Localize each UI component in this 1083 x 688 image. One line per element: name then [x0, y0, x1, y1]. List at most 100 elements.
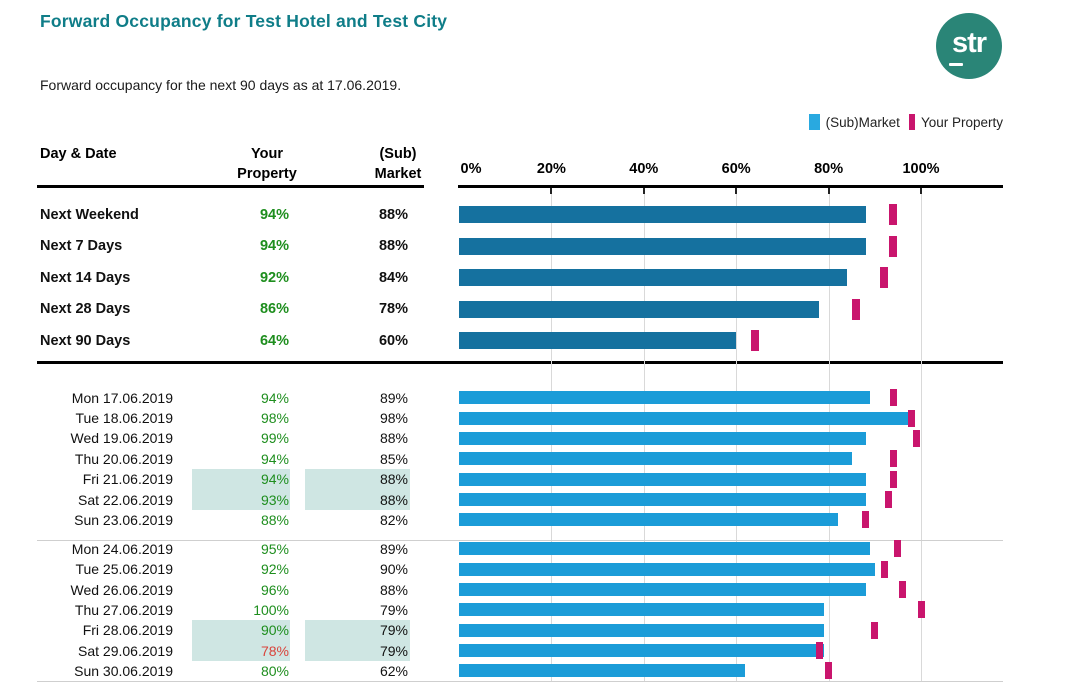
your-property-marker: [825, 662, 833, 680]
column-header-sub: (Sub): [379, 146, 417, 162]
submarket-value: 88%: [379, 471, 408, 488]
submarket-bar: [459, 472, 866, 486]
report-subtitle: Forward occupancy for the next 90 days a…: [40, 77, 402, 93]
row-day-date-label: Sun 23.06.2019: [74, 511, 173, 528]
legend-item-submarket: (Sub)Market: [808, 114, 900, 130]
row-day-date-label: Tue 18.06.2019: [75, 410, 173, 427]
submarket-bar: [459, 664, 746, 678]
axis-tick-mark: [642, 188, 645, 194]
submarket-value: 88%: [378, 206, 408, 223]
axis-tick-mark: [550, 188, 553, 194]
your-property-value: 64%: [259, 332, 289, 349]
row-day-date-label: Wed 19.06.2019: [70, 430, 174, 447]
your-property-marker: [862, 511, 870, 529]
submarket-bar: [459, 431, 866, 445]
your-property-marker: [912, 429, 920, 447]
submarket-bar: [459, 513, 838, 527]
your-property-swatch-icon: [908, 114, 915, 130]
axis-tick-mark: [735, 188, 738, 194]
row-day-date-label: Mon 24.06.2019: [71, 540, 173, 557]
page-title: Forward Occupancy for Test Hotel and Tes…: [40, 11, 448, 31]
your-property-marker: [889, 389, 897, 407]
week-divider-line: [37, 681, 1003, 682]
your-property-value: 78%: [260, 642, 289, 659]
weekend-highlight: [192, 489, 290, 510]
your-property-marker: [917, 601, 925, 619]
axis-tick-label: 20%: [536, 161, 566, 177]
your-property-value: 94%: [259, 206, 289, 223]
str-logo-underline: [949, 63, 963, 66]
your-property-marker: [889, 470, 897, 488]
weekend-highlight: [305, 620, 410, 641]
your-property-value: 93%: [260, 491, 289, 508]
your-property-value: 94%: [260, 389, 289, 406]
your-property-value: 90%: [260, 622, 289, 639]
submarket-value: 62%: [379, 662, 408, 679]
week-divider-line: [37, 540, 1003, 541]
str-logo: str: [936, 13, 1002, 79]
axis-tick-mark: [827, 188, 830, 194]
submarket-bar: [459, 206, 866, 224]
submarket-bar: [459, 411, 912, 425]
submarket-bar: [459, 623, 824, 637]
weekend-highlight: [192, 640, 290, 661]
submarket-value: 89%: [379, 389, 408, 406]
submarket-bar: [459, 562, 875, 576]
str-logo-text: str: [951, 27, 987, 59]
your-property-value: 94%: [259, 238, 289, 255]
your-property-value: 92%: [260, 561, 289, 578]
row-day-date-label: Sun 30.06.2019: [74, 662, 173, 679]
your-property-marker: [885, 491, 893, 509]
summary-section-rule: [37, 361, 1003, 364]
submarket-value: 90%: [379, 561, 408, 578]
weekend-highlight: [192, 469, 290, 490]
row-day-date-label: Next 28 Days: [40, 301, 131, 318]
weekend-highlight: [305, 469, 410, 490]
submarket-swatch-icon: [808, 114, 820, 130]
submarket-value: 89%: [379, 540, 408, 557]
submarket-value: 85%: [379, 450, 408, 467]
submarket-value: 79%: [379, 642, 408, 659]
submarket-value: 88%: [378, 238, 408, 255]
row-day-date-label: Next Weekend: [40, 206, 139, 223]
row-day-date-label: Fri 21.06.2019: [82, 471, 173, 488]
your-property-marker: [880, 560, 888, 578]
row-day-date-label: Next 90 Days: [40, 332, 131, 349]
legend-your-property-label: Your Property: [920, 114, 1003, 130]
submarket-bar: [459, 583, 866, 597]
submarket-value: 79%: [379, 601, 408, 618]
chart-gridline: [921, 188, 922, 681]
your-property-marker: [852, 298, 861, 320]
submarket-value: 88%: [379, 491, 408, 508]
your-property-marker: [889, 204, 898, 226]
row-day-date-label: Next 7 Days: [40, 238, 123, 255]
weekend-highlight: [192, 620, 290, 641]
axis-tick-mark: [920, 188, 922, 194]
axis-tick-label: 40%: [629, 161, 659, 177]
submarket-bar: [459, 542, 871, 556]
your-property-value: 94%: [260, 450, 289, 467]
row-day-date-label: Sat 29.06.2019: [78, 642, 173, 659]
your-property-value: 100%: [253, 601, 289, 618]
axis-tick-label: 0%: [460, 161, 482, 177]
your-property-value: 98%: [260, 410, 289, 427]
submarket-value: 60%: [378, 332, 408, 349]
submarket-value: 88%: [379, 581, 408, 598]
axis-tick-label: 100%: [902, 161, 940, 177]
column-header-market: Market: [374, 166, 422, 182]
weekend-highlight: [305, 489, 410, 510]
submarket-bar: [459, 493, 866, 507]
legend-item-your-property: Your Property: [908, 114, 1003, 130]
your-property-marker: [880, 267, 889, 289]
row-day-date-label: Tue 25.06.2019: [75, 561, 173, 578]
weekend-highlight: [305, 640, 410, 661]
column-header-property: Property: [237, 166, 297, 182]
submarket-bar: [459, 603, 824, 617]
your-property-marker: [889, 235, 898, 257]
submarket-bar: [459, 237, 866, 255]
your-property-value: 99%: [260, 430, 289, 447]
row-day-date-label: Thu 20.06.2019: [74, 450, 173, 467]
your-property-value: 94%: [260, 471, 289, 488]
your-property-marker: [899, 581, 907, 599]
